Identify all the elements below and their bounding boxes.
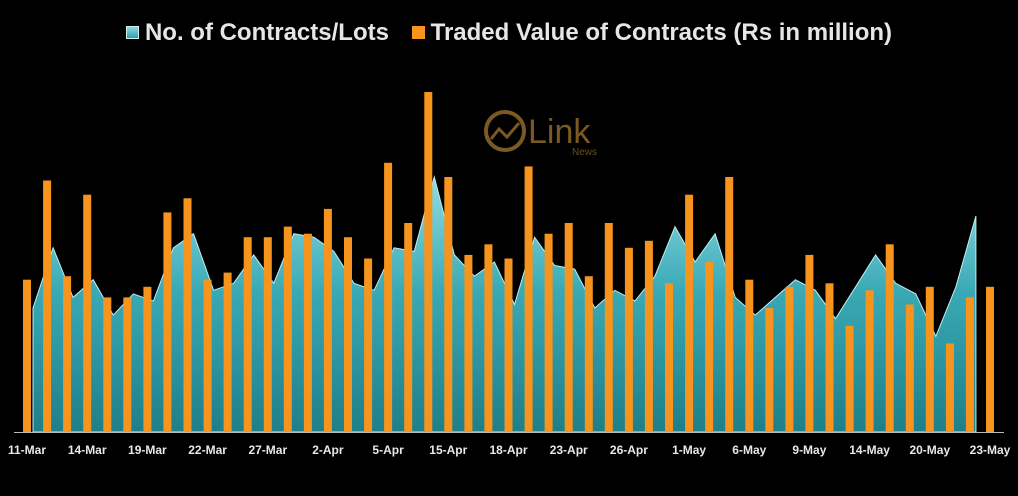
- bar-traded-value: [323, 208, 332, 432]
- area-series-layer: [32, 175, 977, 433]
- bar-traded-value: [885, 244, 894, 432]
- bar-traded-value: [745, 279, 754, 432]
- bar-traded-value: [765, 308, 774, 432]
- bar-traded-value: [584, 276, 593, 432]
- bar-traded-value: [624, 247, 633, 432]
- bar-traded-value: [825, 283, 834, 433]
- logo-ring-icon: [484, 110, 526, 152]
- bar-traded-value: [83, 194, 92, 432]
- bar-traded-value: [223, 272, 232, 432]
- bar-traded-value: [965, 297, 974, 432]
- bar-traded-value: [63, 276, 72, 432]
- x-tick-label: 27-Mar: [248, 443, 287, 457]
- watermark-logo: Link News: [484, 110, 597, 158]
- legend-label-contracts: No. of Contracts/Lots: [144, 18, 389, 46]
- logo-trend-icon: [489, 122, 521, 140]
- bar-traded-value: [364, 258, 373, 432]
- bar-traded-value: [344, 237, 352, 432]
- bar-traded-value: [263, 237, 272, 432]
- bar-traded-value: [665, 283, 673, 433]
- x-tick-label: 2-Apr: [312, 443, 344, 457]
- x-tick-label: 6-May: [732, 443, 766, 457]
- bar-traded-value: [123, 297, 132, 432]
- logo-subtext: News: [572, 147, 597, 158]
- bar-traded-value: [705, 262, 714, 432]
- bar-traded-value: [464, 254, 473, 432]
- bar-traded-value: [544, 233, 553, 432]
- x-tick-label: 20-May: [909, 443, 950, 457]
- bar-traded-value: [925, 286, 934, 432]
- x-tick-label: 14-Mar: [68, 443, 107, 457]
- bar-traded-value: [163, 212, 172, 432]
- x-tick-label: 19-Mar: [128, 443, 167, 457]
- legend-item-contracts: No. of Contracts/Lots: [125, 18, 389, 47]
- x-tick-label: 11-Mar: [8, 443, 46, 457]
- bar-traded-value: [845, 325, 854, 433]
- x-tick-label: 22-Mar: [188, 443, 227, 457]
- bar-traded-value: [504, 258, 513, 432]
- bar-series-layer: [23, 92, 994, 433]
- x-tick-label: 9-May: [792, 443, 826, 457]
- bar-traded-value: [725, 177, 734, 432]
- legend-label-traded-value: Traded Value of Contracts (Rs in million…: [430, 18, 893, 46]
- bar-traded-value: [384, 162, 393, 433]
- x-tick-label: 26-Apr: [610, 443, 648, 457]
- bar-traded-value: [905, 304, 914, 432]
- bar-traded-value: [685, 194, 694, 432]
- bar-traded-value: [604, 223, 613, 432]
- bar-traded-value: [43, 180, 52, 432]
- logo-text: Link: [528, 113, 591, 151]
- legend: No. of Contracts/Lots Traded Value of Co…: [0, 18, 1018, 47]
- bar-traded-value: [203, 279, 212, 432]
- bar-traded-value: [805, 254, 814, 432]
- bar-traded-value: [303, 233, 312, 432]
- x-tick-label: 15-Apr: [429, 443, 467, 457]
- bar-traded-value: [644, 240, 653, 433]
- x-tick-label: 23-Apr: [550, 443, 588, 457]
- legend-item-traded-value: Traded Value of Contracts (Rs in million…: [411, 18, 893, 47]
- bar-traded-value: [524, 166, 533, 432]
- x-tick-label: 1-May: [672, 443, 706, 457]
- bar-traded-value: [183, 198, 192, 433]
- bar-traded-value: [945, 343, 954, 432]
- bar-traded-value: [103, 297, 112, 432]
- bar-traded-value: [865, 290, 874, 432]
- bar-traded-value: [283, 226, 292, 432]
- bar-traded-value: [143, 286, 152, 432]
- bar-traded-value: [484, 244, 493, 432]
- x-tick-labels: 11-Mar 14-Mar 19-Mar 22-Mar 27-Mar 2-Apr 5-Apr…: [8, 443, 1011, 457]
- x-tick-label: 18-Apr: [489, 443, 527, 457]
- x-tick-label: 14-May: [849, 443, 890, 457]
- x-tick-label: 5-Apr: [372, 443, 404, 457]
- x-tick-label: 23-May: [970, 443, 1011, 457]
- legend-swatch-traded-value: [411, 26, 425, 39]
- legend-swatch-contracts: [125, 26, 139, 39]
- bar-traded-value: [424, 92, 433, 432]
- bar-traded-value: [404, 223, 413, 432]
- bar-traded-value: [564, 223, 573, 432]
- bar-traded-value: [986, 286, 994, 432]
- bar-traded-value: [243, 237, 252, 432]
- area-contracts: [32, 175, 977, 433]
- bar-traded-value: [785, 286, 794, 432]
- bar-traded-value: [444, 177, 453, 432]
- bar-traded-value: [23, 279, 31, 432]
